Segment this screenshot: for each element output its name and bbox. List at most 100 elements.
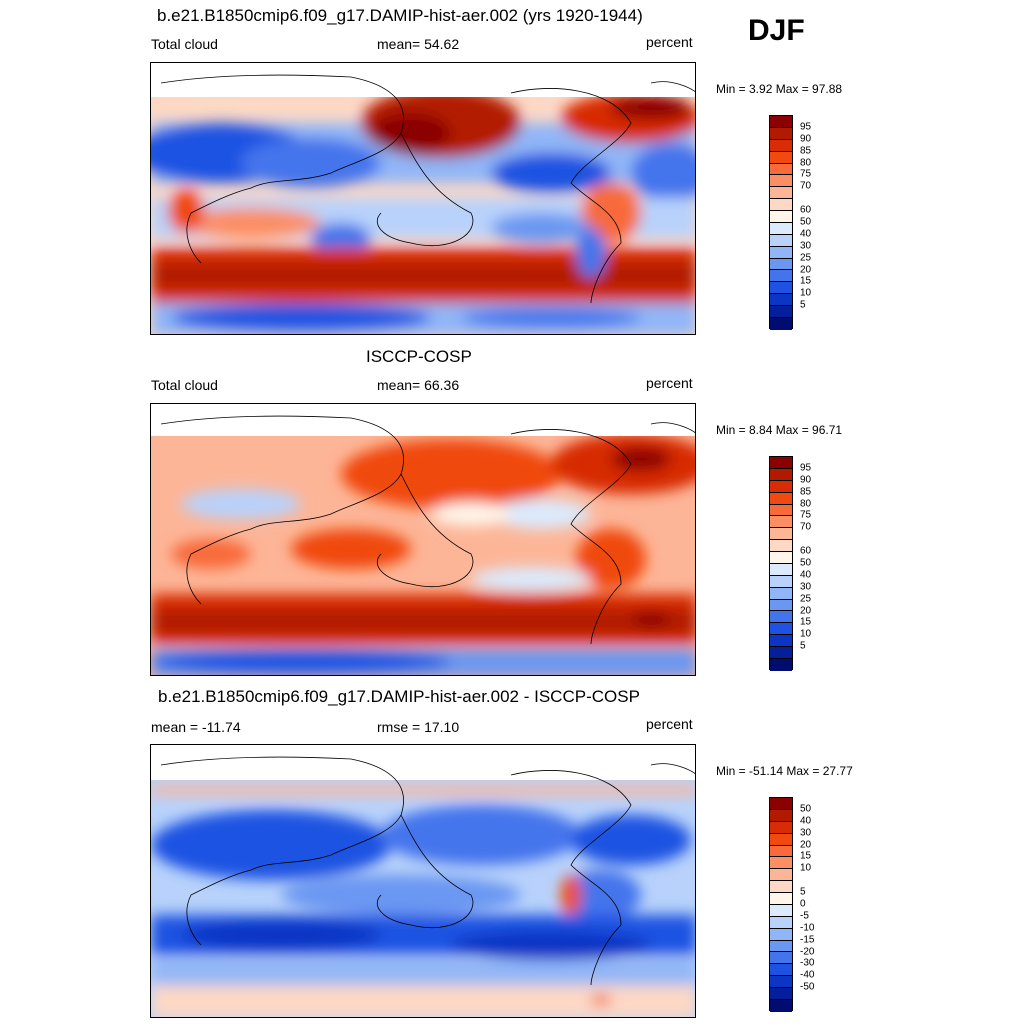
- panel1-title: b.e21.B1850cmip6.f09_g17.DAMIP-hist-aer.…: [157, 6, 643, 25]
- colorbar-swatch: [770, 575, 792, 588]
- colorbar-tick-label: 80: [800, 157, 812, 169]
- colorbar-tick-label: 15: [800, 850, 812, 862]
- colorbar-tick-label: 30: [800, 240, 812, 252]
- colorbar-swatch: [770, 163, 792, 176]
- colorbar-tick-label: 30: [800, 581, 812, 593]
- colorbar-tick-label: 50: [800, 557, 812, 569]
- colorbar-tick-label: 70: [800, 521, 812, 533]
- colorbar-swatch: [770, 516, 792, 529]
- colorbar-swatch: [770, 881, 792, 893]
- panel3-minmax: Min = -51.14 Max = 27.77: [716, 764, 853, 778]
- colorbar-swatch: [770, 552, 792, 564]
- colorbar-tick-label: 60: [800, 545, 812, 557]
- panel1-map: [150, 62, 696, 335]
- colorbar-tick-label: -5: [800, 910, 809, 922]
- panel2-title: ISCCP-COSP: [366, 347, 472, 366]
- colorbar-tick-label: 90: [800, 474, 812, 486]
- colorbar-swatch: [770, 187, 792, 200]
- panel1-minmax: Min = 3.92 Max = 97.88: [716, 82, 843, 96]
- panel1-colorbar: [769, 115, 793, 330]
- colorbar-swatch: [770, 294, 792, 306]
- panel1-units-label: percent: [646, 34, 693, 50]
- colorbar-tick-label: -10: [800, 922, 815, 934]
- panel3-colorbar: [769, 797, 793, 1012]
- panel1-mean-label: mean= 54.62: [377, 36, 460, 52]
- colorbar-tick-label: -50: [800, 981, 815, 993]
- colorbar-swatch: [770, 528, 792, 541]
- colorbar-swatch: [770, 952, 792, 965]
- colorbar-tick-label: 80: [800, 498, 812, 510]
- panel2-map: [150, 403, 696, 676]
- colorbar-tick-label: 75: [800, 509, 812, 521]
- colorbar-swatch: [770, 647, 792, 659]
- colorbar-swatch: [770, 211, 792, 223]
- panel3-map: [150, 744, 696, 1018]
- colorbar-swatch: [770, 116, 792, 128]
- colorbar-tick-label: 10: [800, 862, 812, 874]
- colorbar-swatch: [770, 234, 792, 247]
- colorbar-tick-label: 90: [800, 133, 812, 145]
- colorbar-tick-label: -15: [800, 934, 815, 946]
- colorbar-tick-label: 40: [800, 815, 812, 827]
- colorbar-swatch: [770, 964, 792, 977]
- panel2-minmax: Min = 8.84 Max = 96.71: [716, 423, 843, 437]
- colorbar-swatch: [770, 798, 792, 810]
- colorbar-swatch: [770, 151, 792, 164]
- colorbar-swatch: [770, 623, 792, 636]
- colorbar-swatch: [770, 845, 792, 858]
- panel2-colorbar: [769, 456, 793, 671]
- panel2-variable-label: Total cloud: [151, 377, 218, 393]
- colorbar-swatch: [770, 976, 792, 988]
- panel1-coastlines: [160, 74, 695, 304]
- colorbar-swatch: [770, 599, 792, 612]
- panel1-variable-label: Total cloud: [151, 36, 218, 52]
- colorbar-tick-label: 85: [800, 486, 812, 498]
- colorbar-swatch: [770, 821, 792, 834]
- colorbar-tick-label: 20: [800, 605, 812, 617]
- colorbar-tick-label: 75: [800, 168, 812, 180]
- panel1-cloud-field: [151, 97, 695, 334]
- colorbar-tick-label: 25: [800, 252, 812, 264]
- colorbar-swatch: [770, 306, 792, 318]
- colorbar-swatch: [770, 317, 792, 330]
- colorbar-tick-label: 95: [800, 462, 812, 474]
- panel2-coastlines: [160, 415, 695, 645]
- colorbar-swatch: [770, 611, 792, 624]
- colorbar-swatch: [770, 457, 792, 469]
- colorbar-swatch: [770, 658, 792, 671]
- panel3-cloud-field: [151, 780, 695, 1017]
- colorbar-tick-label: 70: [800, 180, 812, 192]
- colorbar-swatch: [770, 635, 792, 647]
- colorbar-swatch: [770, 563, 792, 576]
- colorbar-swatch: [770, 127, 792, 140]
- colorbar-swatch: [770, 999, 792, 1012]
- colorbar-swatch: [770, 904, 792, 917]
- colorbar-tick-label: 50: [800, 216, 812, 228]
- panel2-units-label: percent: [646, 375, 693, 391]
- colorbar-swatch: [770, 139, 792, 152]
- panel3-mean-label: mean = -11.74: [151, 719, 241, 735]
- colorbar-swatch: [770, 258, 792, 271]
- panel2-mean-label: mean= 66.36: [377, 377, 460, 393]
- colorbar-tick-label: -30: [800, 957, 815, 969]
- colorbar-swatch: [770, 857, 792, 870]
- colorbar-tick-label: 20: [800, 839, 812, 851]
- colorbar-swatch: [770, 480, 792, 493]
- panel3-title: b.e21.B1850cmip6.f09_g17.DAMIP-hist-aer.…: [158, 687, 640, 706]
- colorbar-tick-label: 5: [800, 299, 806, 311]
- panel3-units-label: percent: [646, 716, 693, 732]
- colorbar-swatch: [770, 833, 792, 846]
- panel2-cloud-field: [151, 436, 695, 675]
- colorbar-tick-label: 50: [800, 803, 812, 815]
- colorbar-tick-label: 85: [800, 145, 812, 157]
- colorbar-swatch: [770, 222, 792, 235]
- colorbar-swatch: [770, 988, 792, 1000]
- colorbar-swatch: [770, 282, 792, 295]
- colorbar-swatch: [770, 928, 792, 941]
- colorbar-tick-label: 15: [800, 275, 812, 287]
- colorbar-tick-label: 10: [800, 628, 812, 640]
- colorbar-swatch: [770, 492, 792, 505]
- colorbar-swatch: [770, 504, 792, 517]
- colorbar-tick-label: 10: [800, 287, 812, 299]
- colorbar-swatch: [770, 587, 792, 600]
